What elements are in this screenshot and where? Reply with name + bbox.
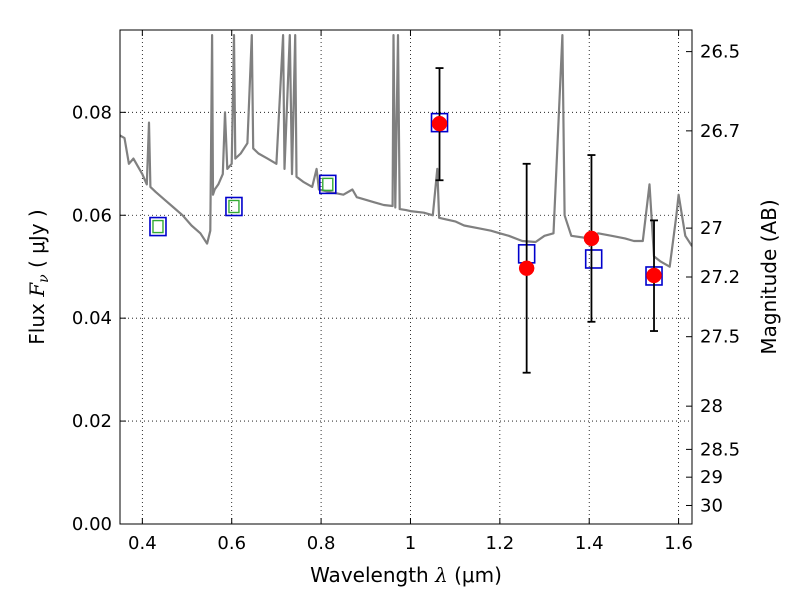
model-photometry-point: [149, 216, 167, 237]
y2-tick-label: 30: [700, 495, 723, 516]
y-tick-label: 0.08: [72, 102, 112, 123]
observed-point: [431, 115, 448, 132]
plot-frame: [119, 29, 693, 525]
y-tick-label: 0.06: [72, 205, 112, 226]
x-axis-label: Wavelength λ (μm): [310, 563, 502, 587]
y2-axis-label: Magnitude (AB): [757, 199, 781, 354]
y2-tick-label: 26.7: [700, 121, 740, 142]
y2-tick-label: 27.2: [700, 267, 740, 288]
x-tick-label: 1.4: [575, 533, 604, 554]
x-tick-label: 0.6: [217, 533, 246, 554]
observed-point: [583, 230, 600, 247]
filter-photometry-point: [228, 199, 240, 214]
x-tick-label: 1.2: [486, 533, 515, 554]
y2-tick-label: 27: [700, 218, 723, 239]
y2-tick-label: 27.5: [700, 327, 740, 348]
y2-tick-label: 28.5: [700, 439, 740, 460]
model-photometry-point: [584, 249, 603, 269]
x-tick-label: 1: [405, 533, 416, 554]
x-tick-label: 0.4: [128, 533, 157, 554]
grid: [120, 30, 692, 525]
y-axis-label: Flux Fν ( μJy ): [25, 209, 52, 344]
y2-tick-label: 28: [700, 396, 723, 417]
spectrum-line: [120, 34, 692, 268]
y2-tick-label: 26.5: [700, 42, 740, 63]
model-photometry-point: [225, 196, 243, 217]
x-tick-label: 0.8: [307, 533, 336, 554]
y2-tick-label: 29: [700, 467, 723, 488]
plot-area: [120, 34, 692, 374]
filter-photometry-point: [152, 219, 164, 234]
observed-point: [518, 260, 535, 277]
y-tick-label: 0.04: [72, 308, 112, 329]
observed-point: [646, 267, 662, 284]
y-tick-label: 0.00: [72, 514, 112, 535]
ticks: 0.4 0.6 0.8 1 1.2 1.4 1.6 0.00 0.02 0.04 0.06 0.08 2…: [72, 30, 740, 554]
model-photometry-point: [318, 174, 337, 195]
filter-photometry-point: [322, 177, 334, 192]
y-tick-label: 0.02: [72, 411, 112, 432]
x-tick-label: 1.6: [664, 533, 693, 554]
